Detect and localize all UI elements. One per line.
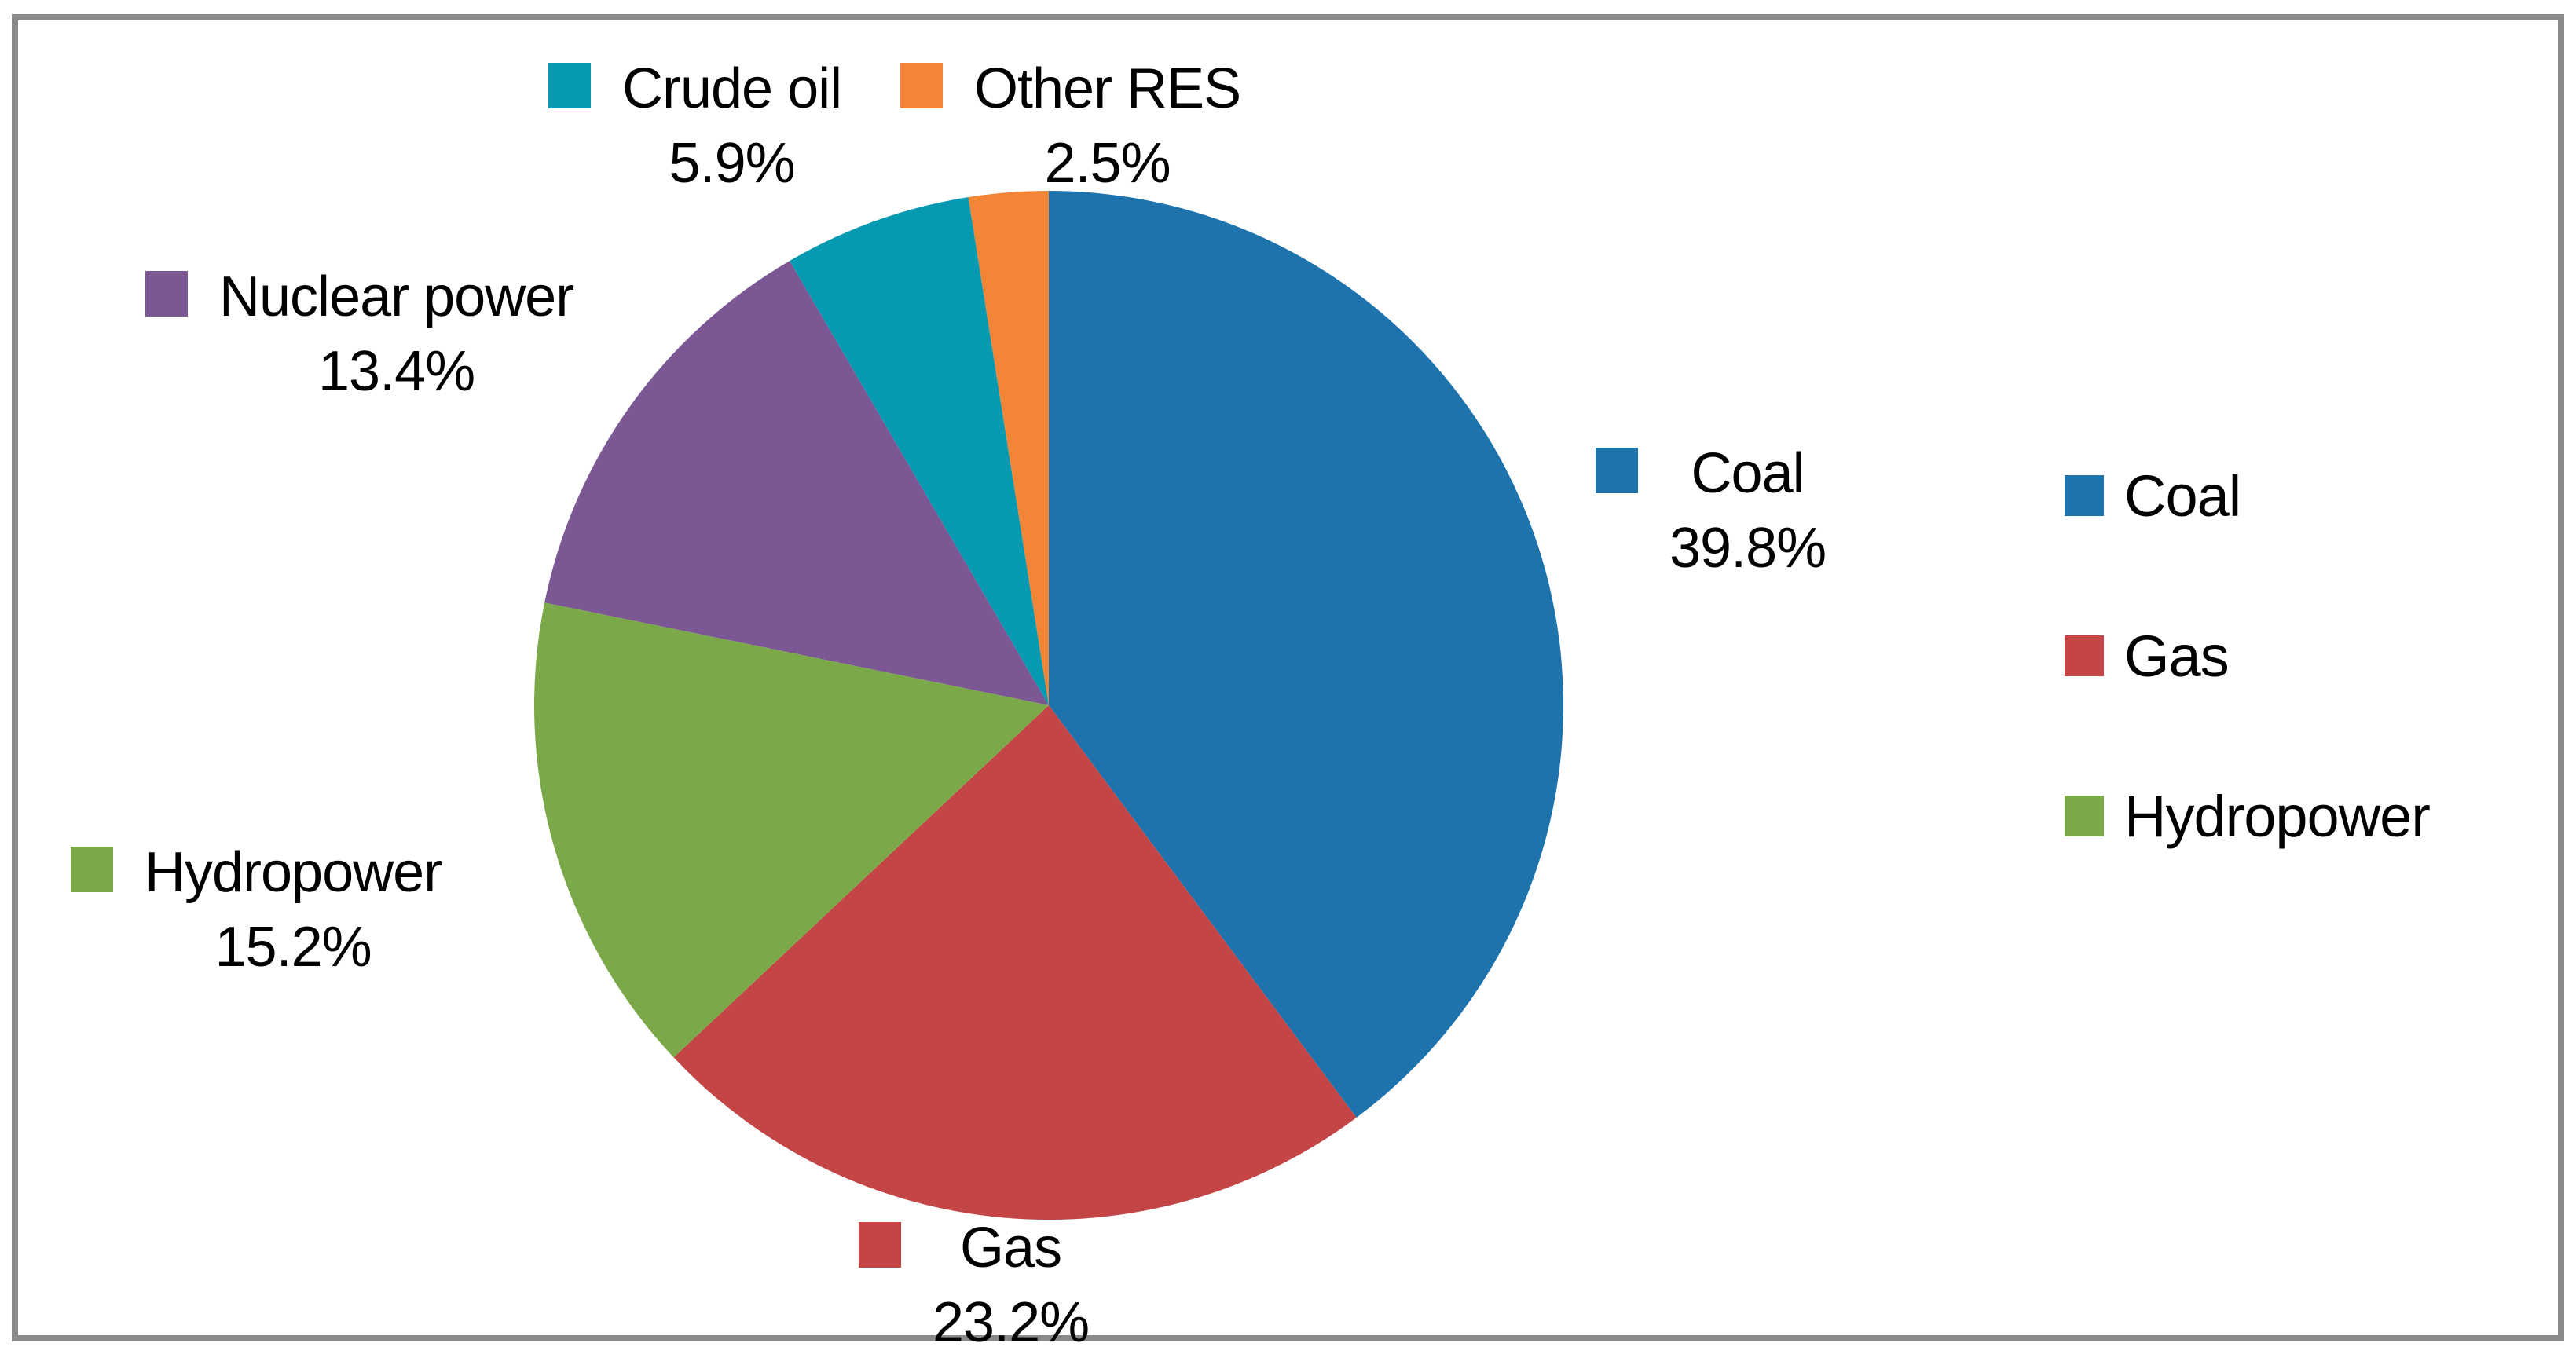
data-label-percent: 23.2% bbox=[933, 1291, 1090, 1354]
legend: Coal Gas Hydropower bbox=[2065, 460, 2431, 941]
pie-slice-other-res bbox=[968, 191, 1049, 705]
legend-label: Gas bbox=[2124, 623, 2230, 689]
crude-oil-swatch-icon bbox=[548, 63, 591, 108]
data-label-name: Crude oil bbox=[622, 57, 842, 120]
legend-item-hydropower: Hydropower bbox=[2065, 781, 2431, 851]
data-label-coal: Coal 39.8% bbox=[1596, 437, 1827, 586]
pie-slice-gas bbox=[673, 705, 1357, 1220]
pie-slice-crude-oil bbox=[790, 197, 1049, 705]
coal-legend-swatch-icon bbox=[2065, 475, 2104, 516]
data-label-name: Coal bbox=[1691, 442, 1805, 505]
gas-legend-swatch-icon bbox=[2065, 635, 2104, 676]
data-label-percent: 39.8% bbox=[1669, 517, 1827, 580]
coal-swatch-icon bbox=[1596, 448, 1638, 493]
hydropower-swatch-icon bbox=[71, 847, 113, 892]
data-label-hydropower: Hydropower 15.2% bbox=[71, 836, 442, 985]
data-label-name: Hydropower bbox=[145, 841, 442, 904]
data-label-name: Nuclear power bbox=[219, 265, 574, 328]
data-label-percent: 15.2% bbox=[214, 916, 372, 979]
data-label-name: Other RES bbox=[974, 57, 1241, 120]
hydropower-legend-swatch-icon bbox=[2065, 796, 2104, 836]
data-label-crude-oil: Crude oil 5.9% bbox=[548, 52, 842, 201]
nuclear-power-swatch-icon bbox=[145, 271, 188, 317]
data-label-nuclear-power: Nuclear power 13.4% bbox=[145, 260, 574, 409]
data-label-name: Gas bbox=[960, 1217, 1062, 1279]
pie-plot-area bbox=[534, 191, 1563, 1220]
data-label-other-res: Other RES 2.5% bbox=[900, 52, 1241, 201]
pie-slice-hydropower bbox=[534, 602, 1049, 1058]
legend-label: Coal bbox=[2124, 463, 2241, 529]
data-label-percent: 13.4% bbox=[318, 340, 475, 403]
pie-slice-nuclear-power bbox=[544, 261, 1049, 705]
gas-swatch-icon bbox=[859, 1222, 901, 1268]
data-label-gas: Gas 23.2% bbox=[859, 1211, 1090, 1360]
legend-item-gas: Gas bbox=[2065, 620, 2430, 691]
data-label-percent: 5.9% bbox=[669, 132, 796, 195]
data-label-percent: 2.5% bbox=[1044, 132, 1171, 195]
pie-slice-coal bbox=[1049, 191, 1563, 1118]
chart-frame: Crude oil 5.9% Other RES 2.5% Nuclear po… bbox=[12, 14, 2564, 1354]
legend-item-coal: Coal bbox=[2065, 460, 2430, 531]
legend-label: Hydropower bbox=[2124, 783, 2431, 849]
other-res-swatch-icon bbox=[900, 63, 943, 108]
